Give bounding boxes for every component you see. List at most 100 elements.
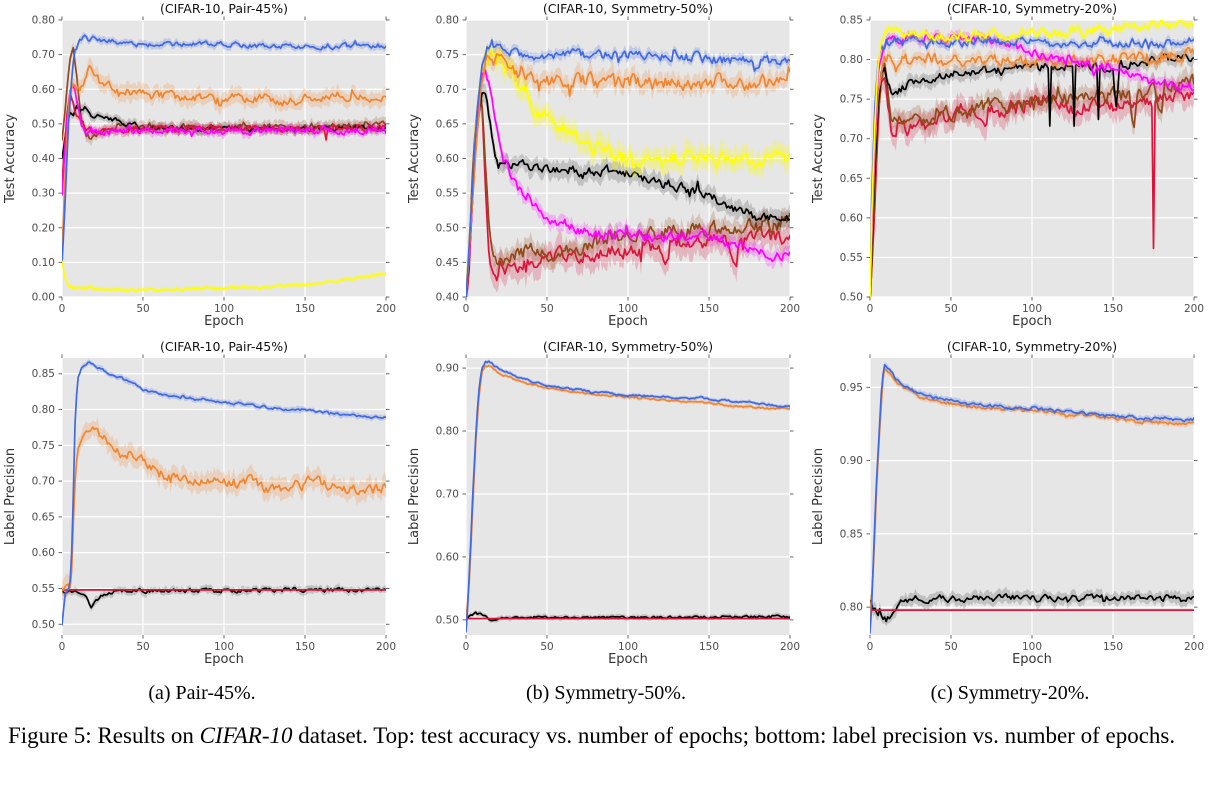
chart-title: (CIFAR-10, Pair-45%) [160,1,288,16]
label-precision-symmetry20-chart: 0 50 100 150 200 0.80 0.85 0.90 0.95 (CIFAR-10, S… [811,339,1204,667]
x-axis-label: Epoch [608,652,648,667]
svg-text:100: 100 [214,641,234,653]
svg-text:50: 50 [944,641,957,653]
series-orange-line [870,368,1194,624]
test-accuracy-symmetry20-chart: 0 50 100 150 200 0.50 0.55 0.60 0.65 0.70 0.75 0.80… [811,1,1204,329]
series-orange-line [62,64,386,255]
tick-marks [866,354,1198,639]
series-orange-line [62,426,386,592]
series-blue-line [870,363,1194,634]
tick-labels: 0 50 100 150 200 0.40 0.45 0.50 0.55 0.60 0.65 0.70… [436,15,800,316]
series-brown-line [466,91,790,295]
gridlines [465,358,791,635]
svg-text:0.70: 0.70 [840,133,863,145]
svg-text:100: 100 [618,303,638,315]
svg-text:0.75: 0.75 [32,440,55,452]
subcaption-row: (a) Pair-45%. (b) Symmetry-50%. (c) Symm… [0,682,1212,705]
svg-text:0.70: 0.70 [436,84,459,96]
svg-text:0: 0 [867,303,874,315]
svg-text:0.90: 0.90 [840,455,863,467]
chart-title: (CIFAR-10, Symmetry-20%) [947,1,1117,16]
svg-text:0.50: 0.50 [436,222,459,234]
test-accuracy-symmetry50-chart: 0 50 100 150 200 0.40 0.45 0.50 0.55 0.60 0.65 0.70… [407,1,800,329]
svg-text:0: 0 [463,303,470,315]
svg-text:0.45: 0.45 [436,257,459,269]
series-black-band [466,609,790,623]
svg-text:0: 0 [59,303,66,315]
subcaption-a: (a) Pair-45%. [148,682,256,704]
gridlines [869,358,1195,635]
series-layer [466,359,790,635]
y-axis-label: Label Precision [811,448,826,545]
series-brown-band [870,55,1194,297]
svg-text:50: 50 [944,303,957,315]
series-orange-line [466,364,790,622]
series-layer [62,359,386,628]
x-axis-label: Epoch [1012,314,1052,329]
series-magenta-line [466,69,790,297]
svg-text:0: 0 [463,641,470,653]
chart-title: (CIFAR-10, Symmetry-50%) [543,1,713,16]
label-precision-pair45-chart: 0 50 100 150 200 0.50 0.55 0.60 0.65 0.70 0.75 0.80… [3,339,396,667]
chart-cell-label-precision-pair45: 0 50 100 150 200 0.50 0.55 0.60 0.65 0.70 0.75 0.80… [0,338,404,668]
series-yellow-line [466,48,790,297]
series-blue-line [466,360,790,633]
svg-text:0.60: 0.60 [32,547,55,559]
svg-text:150: 150 [699,641,719,653]
y-axis-label: Test Accuracy [407,114,422,204]
svg-text:0.40: 0.40 [436,292,459,304]
chart-title: (CIFAR-10, Symmetry-20%) [947,339,1117,354]
svg-text:0.75: 0.75 [840,94,863,106]
chart-title: (CIFAR-10, Pair-45%) [160,339,288,354]
y-axis-label: Label Precision [3,448,18,545]
svg-text:0.85: 0.85 [840,15,863,27]
series-magenta-line [62,85,386,196]
svg-text:50: 50 [540,303,553,315]
tick-marks [462,16,794,301]
tick-labels: 0 50 100 150 200 0.50 0.55 0.60 0.65 0.70 0.75 0.80… [840,15,1204,316]
x-axis-label: Epoch [1012,652,1052,667]
chart-cell-test-accuracy-symmetry20: 0 50 100 150 200 0.50 0.55 0.60 0.65 0.70 0.75 0.80… [808,0,1212,330]
figure-caption: Figure 5: Results on CIFAR-10 dataset. T… [8,721,1204,752]
gridlines [61,358,387,635]
svg-text:0.55: 0.55 [32,583,55,595]
svg-text:50: 50 [136,303,149,315]
series-black-line [870,593,1194,623]
tick-labels: 0 50 100 150 200 0.00 0.10 0.20 0.30 0.40 0.50 0.60… [32,15,396,316]
tick-marks [58,354,390,639]
svg-text:100: 100 [1022,641,1042,653]
series-blue-line [62,34,386,266]
subcaption-c: (c) Symmetry-20%. [930,682,1090,704]
series-magenta-line [870,32,1194,297]
svg-text:100: 100 [1022,303,1042,315]
svg-text:0.85: 0.85 [32,368,55,380]
svg-text:150: 150 [295,641,315,653]
series-blue-line [870,35,1194,297]
test-accuracy-row: 0 50 100 150 200 0.00 0.10 0.20 0.30 0.40 0.50 0.60… [0,0,1212,330]
series-red-line [466,99,790,297]
svg-text:0.55: 0.55 [840,252,863,264]
svg-text:150: 150 [295,303,315,315]
svg-text:50: 50 [540,641,553,653]
svg-text:0.80: 0.80 [840,54,863,66]
chart-cell-test-accuracy-pair45: 0 50 100 150 200 0.00 0.10 0.20 0.30 0.40 0.50 0.60… [0,0,404,330]
svg-text:0.60: 0.60 [32,84,55,96]
svg-text:200: 200 [780,641,800,653]
svg-text:0.40: 0.40 [32,153,55,165]
svg-text:0.10: 0.10 [32,257,55,269]
tick-marks [462,354,794,639]
label-precision-row: 0 50 100 150 200 0.50 0.55 0.60 0.65 0.70 0.75 0.80… [0,338,1212,668]
svg-text:0.80: 0.80 [32,15,55,27]
svg-text:150: 150 [1103,303,1123,315]
svg-text:0.95: 0.95 [840,382,863,394]
series-orange-band [62,56,386,260]
svg-text:0.70: 0.70 [436,488,459,500]
series-orange-line [466,52,790,297]
figure-caption-dataset-name: CIFAR-10 [199,723,293,748]
svg-text:0.60: 0.60 [436,153,459,165]
y-axis-label: Label Precision [407,448,422,545]
chart-title: (CIFAR-10, Symmetry-50%) [543,339,713,354]
series-brown-line [870,62,1194,297]
series-brown-band [62,42,386,147]
